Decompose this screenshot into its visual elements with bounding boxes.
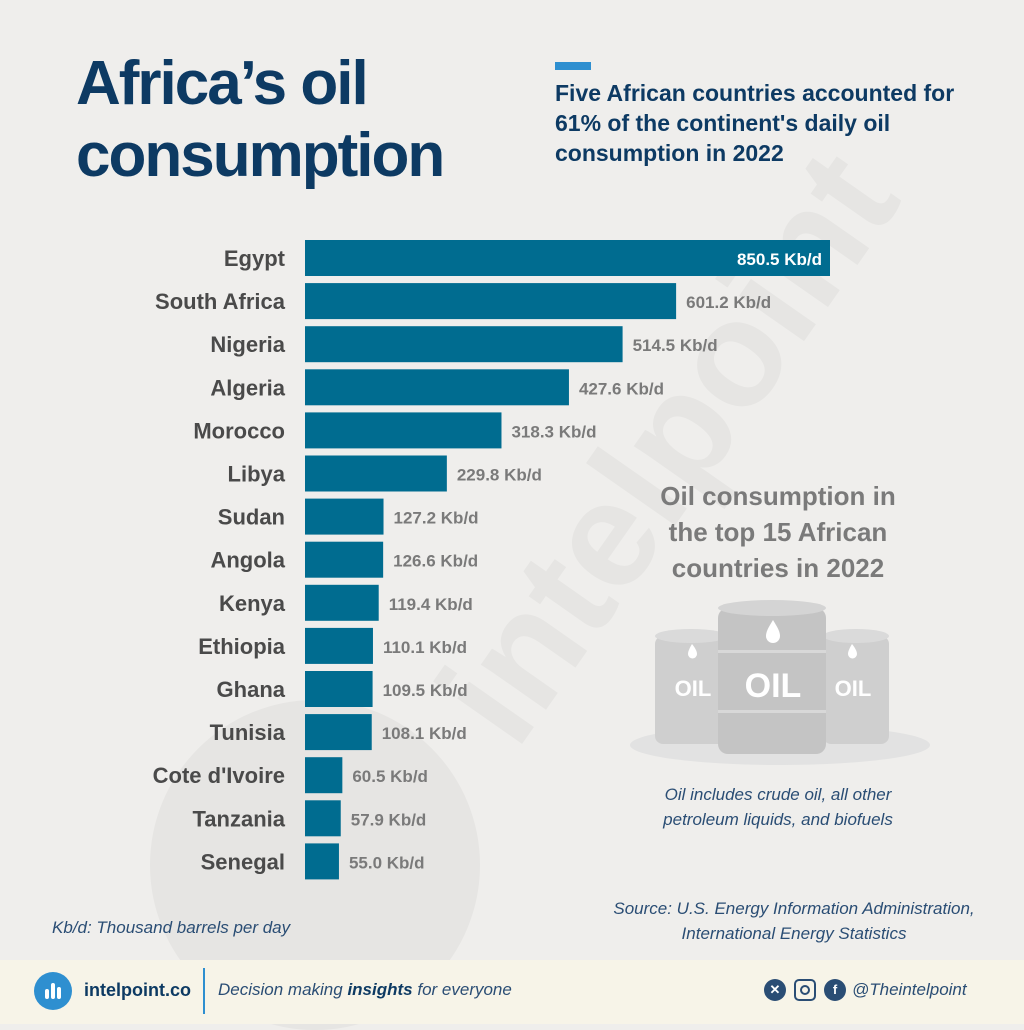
bar-chart: Egypt 850.5 Kb/d South Africa 601.2 Kb/d Nig… bbox=[153, 240, 830, 880]
category-label: Ghana bbox=[217, 677, 286, 702]
category-label: Egypt bbox=[224, 246, 286, 271]
barrel-label: OIL bbox=[745, 667, 802, 705]
site-link[interactable]: intelpoint.co bbox=[84, 980, 191, 1000]
value-label: 108.1 Kb/d bbox=[382, 724, 467, 743]
category-label: Angola bbox=[210, 548, 285, 573]
bar-cote-d-ivoire bbox=[305, 757, 343, 794]
bar-senegal bbox=[305, 843, 339, 880]
bar-south-africa bbox=[305, 283, 677, 320]
page-title: Africa’s oil consumption bbox=[76, 48, 445, 192]
unit-note: Kb/d: Thousand barrels per day bbox=[52, 918, 291, 937]
value-label: 318.3 Kb/d bbox=[511, 422, 596, 441]
category-label: Ethiopia bbox=[198, 634, 286, 659]
category-label: Tunisia bbox=[210, 720, 286, 745]
tagline: Decision making insights for everyone bbox=[218, 980, 512, 1000]
bar-angola bbox=[305, 541, 384, 578]
category-label: Cote d'Ivoire bbox=[153, 763, 285, 788]
value-label: 119.4 Kb/d bbox=[389, 595, 473, 614]
value-label: 110.1 Kb/d bbox=[383, 638, 467, 657]
bar-algeria bbox=[305, 369, 569, 406]
note-title-line: the top 15 African bbox=[668, 517, 888, 547]
category-label: Libya bbox=[228, 462, 286, 487]
category-label: Kenya bbox=[219, 591, 286, 616]
barrel-label: OIL bbox=[835, 676, 872, 701]
value-label: 126.6 Kb/d bbox=[393, 552, 478, 571]
value-label: 229.8 Kb/d bbox=[457, 466, 542, 485]
title-line-1: Africa’s oil bbox=[76, 49, 369, 118]
category-label: Morocco bbox=[193, 418, 285, 443]
category-label: Senegal bbox=[201, 849, 285, 874]
bar-egypt bbox=[305, 240, 830, 276]
value-label: 601.2 Kb/d bbox=[686, 293, 771, 312]
tagline-text: Decision making bbox=[218, 980, 348, 999]
note-title-line: Oil consumption in bbox=[660, 481, 896, 511]
value-label: 514.5 Kb/d bbox=[633, 336, 718, 355]
barrel-label: OIL bbox=[675, 676, 712, 701]
facebook-icon[interactable]: f bbox=[824, 979, 846, 1001]
definition-line: Oil includes crude oil, all other bbox=[664, 785, 892, 804]
tagline-emphasis: insights bbox=[347, 980, 413, 999]
note-title-line: countries in 2022 bbox=[671, 553, 885, 583]
source-line: International Energy Statistics bbox=[681, 924, 907, 943]
value-label: 427.6 Kb/d bbox=[579, 379, 664, 398]
oil-definition-note: Oil includes crude oil, all other petrol… bbox=[620, 782, 936, 832]
category-label: Tanzania bbox=[192, 806, 285, 831]
subtitle-accent-bar bbox=[555, 62, 591, 70]
footer-divider bbox=[203, 968, 205, 1014]
oil-barrels-icon: OIL OIL OIL bbox=[630, 600, 930, 765]
bar-ethiopia bbox=[305, 627, 373, 664]
bar-ghana bbox=[305, 671, 373, 707]
category-label: Nigeria bbox=[210, 332, 285, 357]
value-label: 127.2 Kb/d bbox=[394, 509, 479, 528]
bar-libya bbox=[305, 455, 447, 492]
intelpoint-logo-icon[interactable] bbox=[34, 972, 72, 1010]
source-line: Source: U.S. Energy Information Administ… bbox=[613, 899, 975, 918]
value-label: 109.5 Kb/d bbox=[383, 681, 468, 700]
category-label: South Africa bbox=[155, 289, 286, 314]
source-note: Source: U.S. Energy Information Administ… bbox=[570, 896, 1018, 946]
social-handle[interactable]: @Theintelpoint bbox=[852, 980, 967, 999]
bar-tunisia bbox=[305, 714, 372, 751]
bar-nigeria bbox=[305, 326, 623, 363]
category-label: Sudan bbox=[218, 505, 285, 530]
value-label: 850.5 Kb/d bbox=[737, 250, 822, 269]
value-label: 57.9 Kb/d bbox=[351, 810, 427, 829]
bar-sudan bbox=[305, 498, 384, 535]
subtitle: Five African countries accounted for 61%… bbox=[555, 80, 955, 166]
value-label: 60.5 Kb/d bbox=[352, 767, 428, 786]
title-line-2: consumption bbox=[76, 121, 445, 190]
value-label: 55.0 Kb/d bbox=[349, 853, 425, 872]
x-icon[interactable]: ✕ bbox=[764, 979, 786, 1001]
instagram-icon[interactable] bbox=[794, 979, 816, 1001]
category-label: Algeria bbox=[210, 375, 285, 400]
bar-morocco bbox=[305, 412, 502, 449]
bar-tanzania bbox=[305, 800, 341, 837]
definition-line: petroleum liquids, and biofuels bbox=[663, 810, 893, 829]
chart-note-title: Oil consumption in the top 15 African co… bbox=[620, 478, 936, 586]
footer: intelpoint.co Decision making insights f… bbox=[0, 960, 1024, 1024]
tagline-text: for everyone bbox=[412, 980, 512, 999]
bar-kenya bbox=[305, 584, 379, 621]
